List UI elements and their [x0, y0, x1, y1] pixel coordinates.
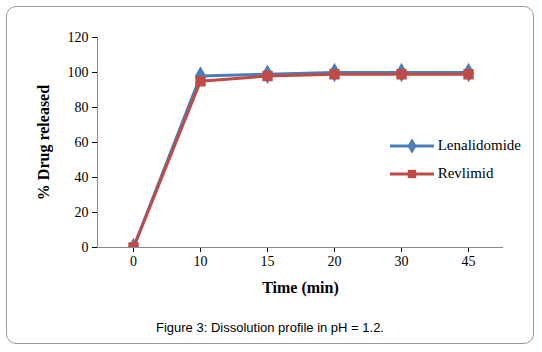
svg-text:120: 120: [68, 30, 89, 45]
svg-text:40: 40: [75, 170, 89, 185]
svg-text:% Drug released: % Drug released: [35, 85, 53, 200]
svg-text:30: 30: [395, 254, 409, 269]
svg-text:10: 10: [194, 254, 208, 269]
svg-text:80: 80: [75, 100, 89, 115]
svg-text:20: 20: [328, 254, 342, 269]
svg-text:60: 60: [75, 135, 89, 150]
svg-text:Time (min): Time (min): [262, 279, 339, 297]
svg-text:100: 100: [68, 65, 89, 80]
svg-text:45: 45: [462, 254, 476, 269]
svg-text:0: 0: [82, 240, 89, 255]
html-text:Revlimid: Revlimid: [437, 165, 494, 181]
svg-text:15: 15: [261, 254, 275, 269]
svg-text:0: 0: [130, 254, 137, 269]
html-text:Figure 3: Dissolution profile: Figure 3: Dissolution profile in pH = 1.…: [156, 320, 384, 335]
html-text:Lenalidomide: Lenalidomide: [437, 137, 521, 153]
svg-text:20: 20: [75, 205, 89, 220]
